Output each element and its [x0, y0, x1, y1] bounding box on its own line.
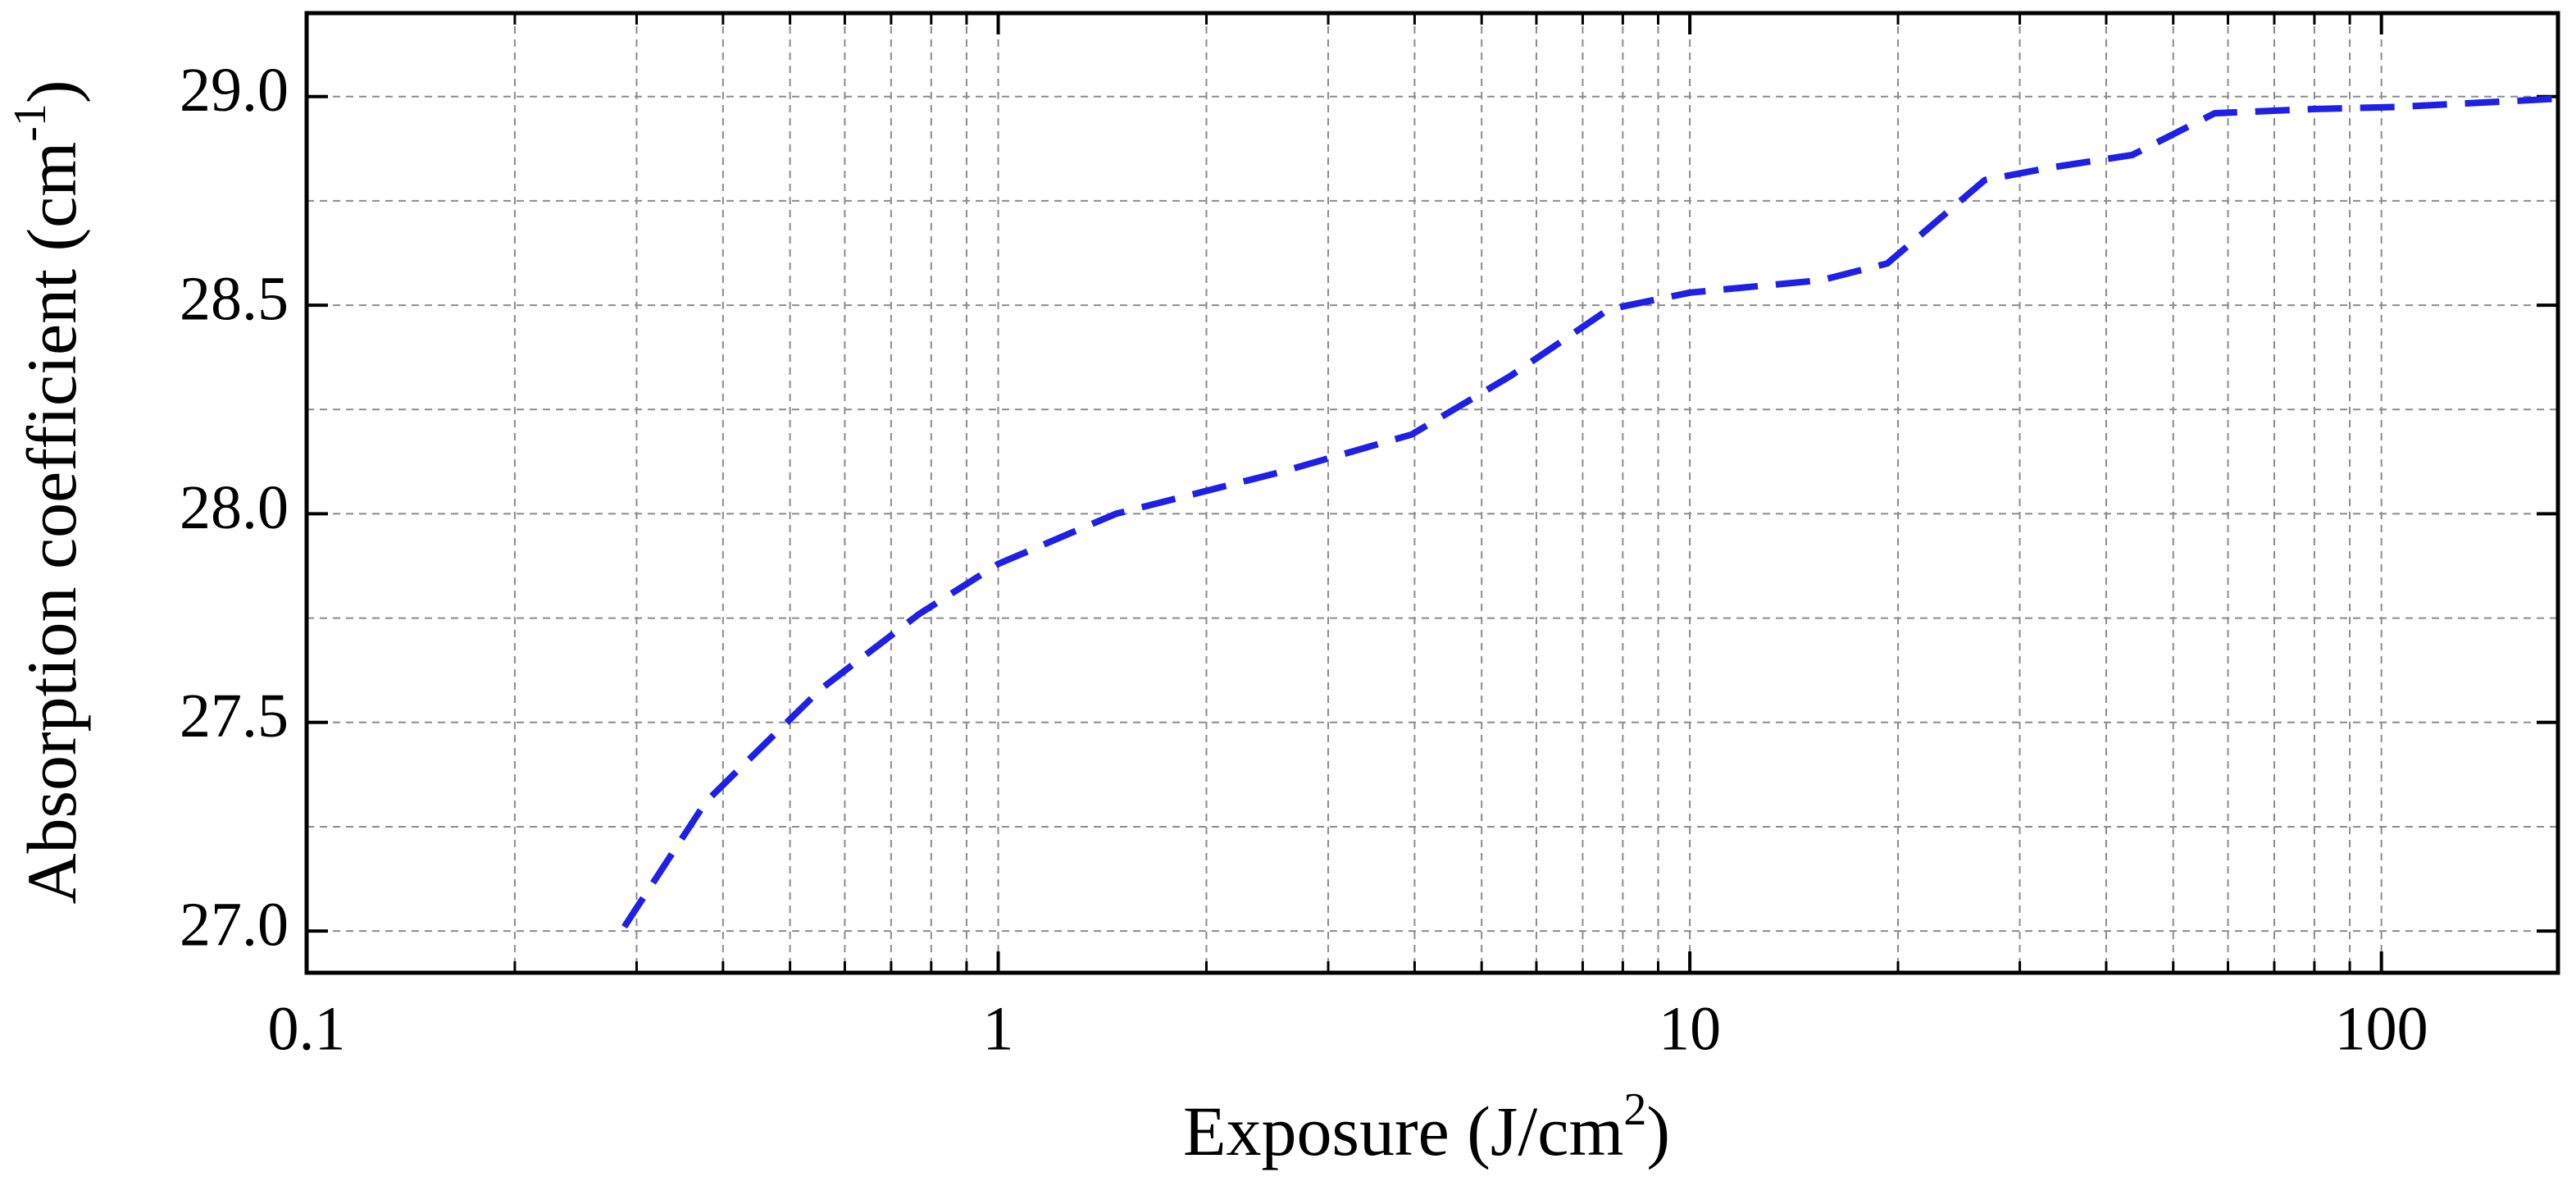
- x-axis-title-sup: 2: [1623, 1084, 1646, 1135]
- x-tick-label: 10: [1659, 994, 1721, 1063]
- x-axis-title: Exposure (J/cm2): [1183, 1084, 1670, 1170]
- y-tick-label: 27.0: [180, 891, 289, 960]
- y-axis-title-text: Absorption coefficient (cm: [12, 142, 91, 905]
- y-axis-title-tail: ): [12, 80, 91, 103]
- y-tick-label: 27.5: [180, 682, 289, 750]
- y-axis-title-sup: -1: [5, 103, 56, 142]
- plot-frame: [304, 11, 2560, 975]
- x-tick-label: 1: [983, 994, 1014, 1063]
- y-tick-label: 28.5: [180, 265, 289, 334]
- x-tick-label: 0.1: [268, 994, 346, 1063]
- x-tick-label: 100: [2335, 994, 2428, 1063]
- y-tick-label: 29.0: [180, 56, 289, 125]
- data-line: [621, 95, 2558, 929]
- y-axis-title: Absorption coefficient (cm-1): [5, 80, 91, 904]
- y-tick-label: 28.0: [180, 473, 289, 542]
- x-axis-title-text: Exposure (J/cm: [1183, 1092, 1623, 1170]
- x-axis-title-tail: ): [1646, 1092, 1670, 1170]
